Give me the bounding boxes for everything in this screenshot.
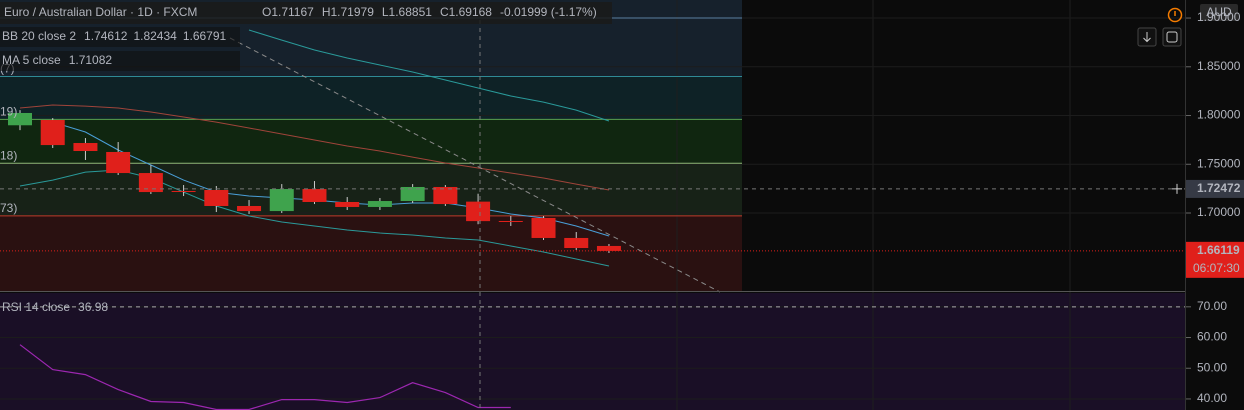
rsi-line <box>19 344 511 410</box>
candle-body <box>73 143 98 152</box>
v-grid <box>676 0 1071 410</box>
y-tick-label: 1.90000 <box>1197 10 1241 24</box>
candle-body <box>400 186 425 202</box>
candle-body <box>367 201 392 207</box>
indicator-line <box>19 104 610 191</box>
legend-value: 1.82434 <box>133 29 177 43</box>
legend-value: 1.66791 <box>183 29 227 43</box>
legend-value: 1.71082 <box>69 53 113 67</box>
candle-body <box>237 205 262 212</box>
currency-box <box>1200 4 1238 21</box>
candle-body <box>138 173 163 193</box>
y-tick-label: 40.00 <box>1197 391 1227 405</box>
last-price-label: 1.66119 <box>1197 243 1240 257</box>
indicator-line <box>52 121 610 237</box>
fib-label: 18) <box>0 148 17 162</box>
arrow-icon <box>1143 32 1151 43</box>
candle-body <box>171 190 196 192</box>
candle-body <box>466 201 491 222</box>
reset-button[interactable] <box>1162 27 1182 47</box>
header-bg <box>0 2 612 24</box>
y-tick-label: 50.00 <box>1197 360 1227 374</box>
legend-name: BB 20 close 2 <box>2 29 76 43</box>
candle-body <box>204 190 229 206</box>
y-tick-label: 70.00 <box>1197 299 1227 313</box>
y-tick-label: 1.80000 <box>1197 108 1241 122</box>
ohlc-item: L1.68851 <box>382 5 432 19</box>
legend-name: RSI 14 close <box>2 300 70 314</box>
y-tick-label: 60.00 <box>1197 330 1227 344</box>
candle-body <box>596 245 621 251</box>
candle-body <box>106 151 131 174</box>
legend-bg <box>0 27 240 47</box>
y-tick-label: 1.75000 <box>1197 156 1241 170</box>
symbol: Euro / Australian Dollar · 1D · FXCM <box>4 5 197 19</box>
currency: AUD <box>1206 5 1232 19</box>
fib-zone <box>0 215 742 291</box>
crosshair-label-bg <box>1186 179 1244 198</box>
candle-body <box>8 112 32 126</box>
candle-body <box>302 189 327 202</box>
y-tick-label: 1.85000 <box>1197 59 1241 73</box>
candle-body <box>564 237 589 249</box>
legend-value: 1.74612 <box>84 29 128 43</box>
rsi-panel <box>0 293 1185 410</box>
fib-zone <box>0 76 742 120</box>
candle-body <box>269 189 294 212</box>
legend-value: 36.98 <box>78 300 108 314</box>
crosshair-plus <box>1172 183 1182 194</box>
ohlc-item: C1.69168 <box>440 5 492 19</box>
indicator-line <box>248 29 610 122</box>
countdown: 06:07:30 <box>1193 261 1240 275</box>
ohlc: O1.71167 H1.71979 L1.68851 C1.69168 -0.01999… <box>262 5 597 19</box>
ohlc-item: H1.71979 <box>322 5 374 19</box>
candle-body <box>433 186 458 205</box>
trend-line <box>229 37 721 293</box>
crosshair-label: 1.72472 <box>1197 181 1241 195</box>
legend-bg <box>0 51 240 71</box>
ohlc-item: -0.01999 (-1.17%) <box>500 5 597 19</box>
legend-name: MA 5 close <box>2 53 61 67</box>
fib-label: 73) <box>0 201 17 215</box>
reset-icon <box>1166 31 1178 43</box>
candle-body <box>531 217 556 238</box>
last-price-bg <box>1186 241 1244 278</box>
candle-body <box>498 221 523 223</box>
candle-body <box>40 120 65 146</box>
y-tick-label: 1.70000 <box>1197 205 1241 219</box>
warning-icon[interactable] <box>1167 7 1183 23</box>
fib-label: 19) <box>0 105 17 119</box>
overlay-text: (7)19)18)73)BB 20 close 21.746121.824341… <box>0 27 240 314</box>
ohlc-item: O1.71167 <box>262 5 314 19</box>
candle-body <box>335 201 360 207</box>
